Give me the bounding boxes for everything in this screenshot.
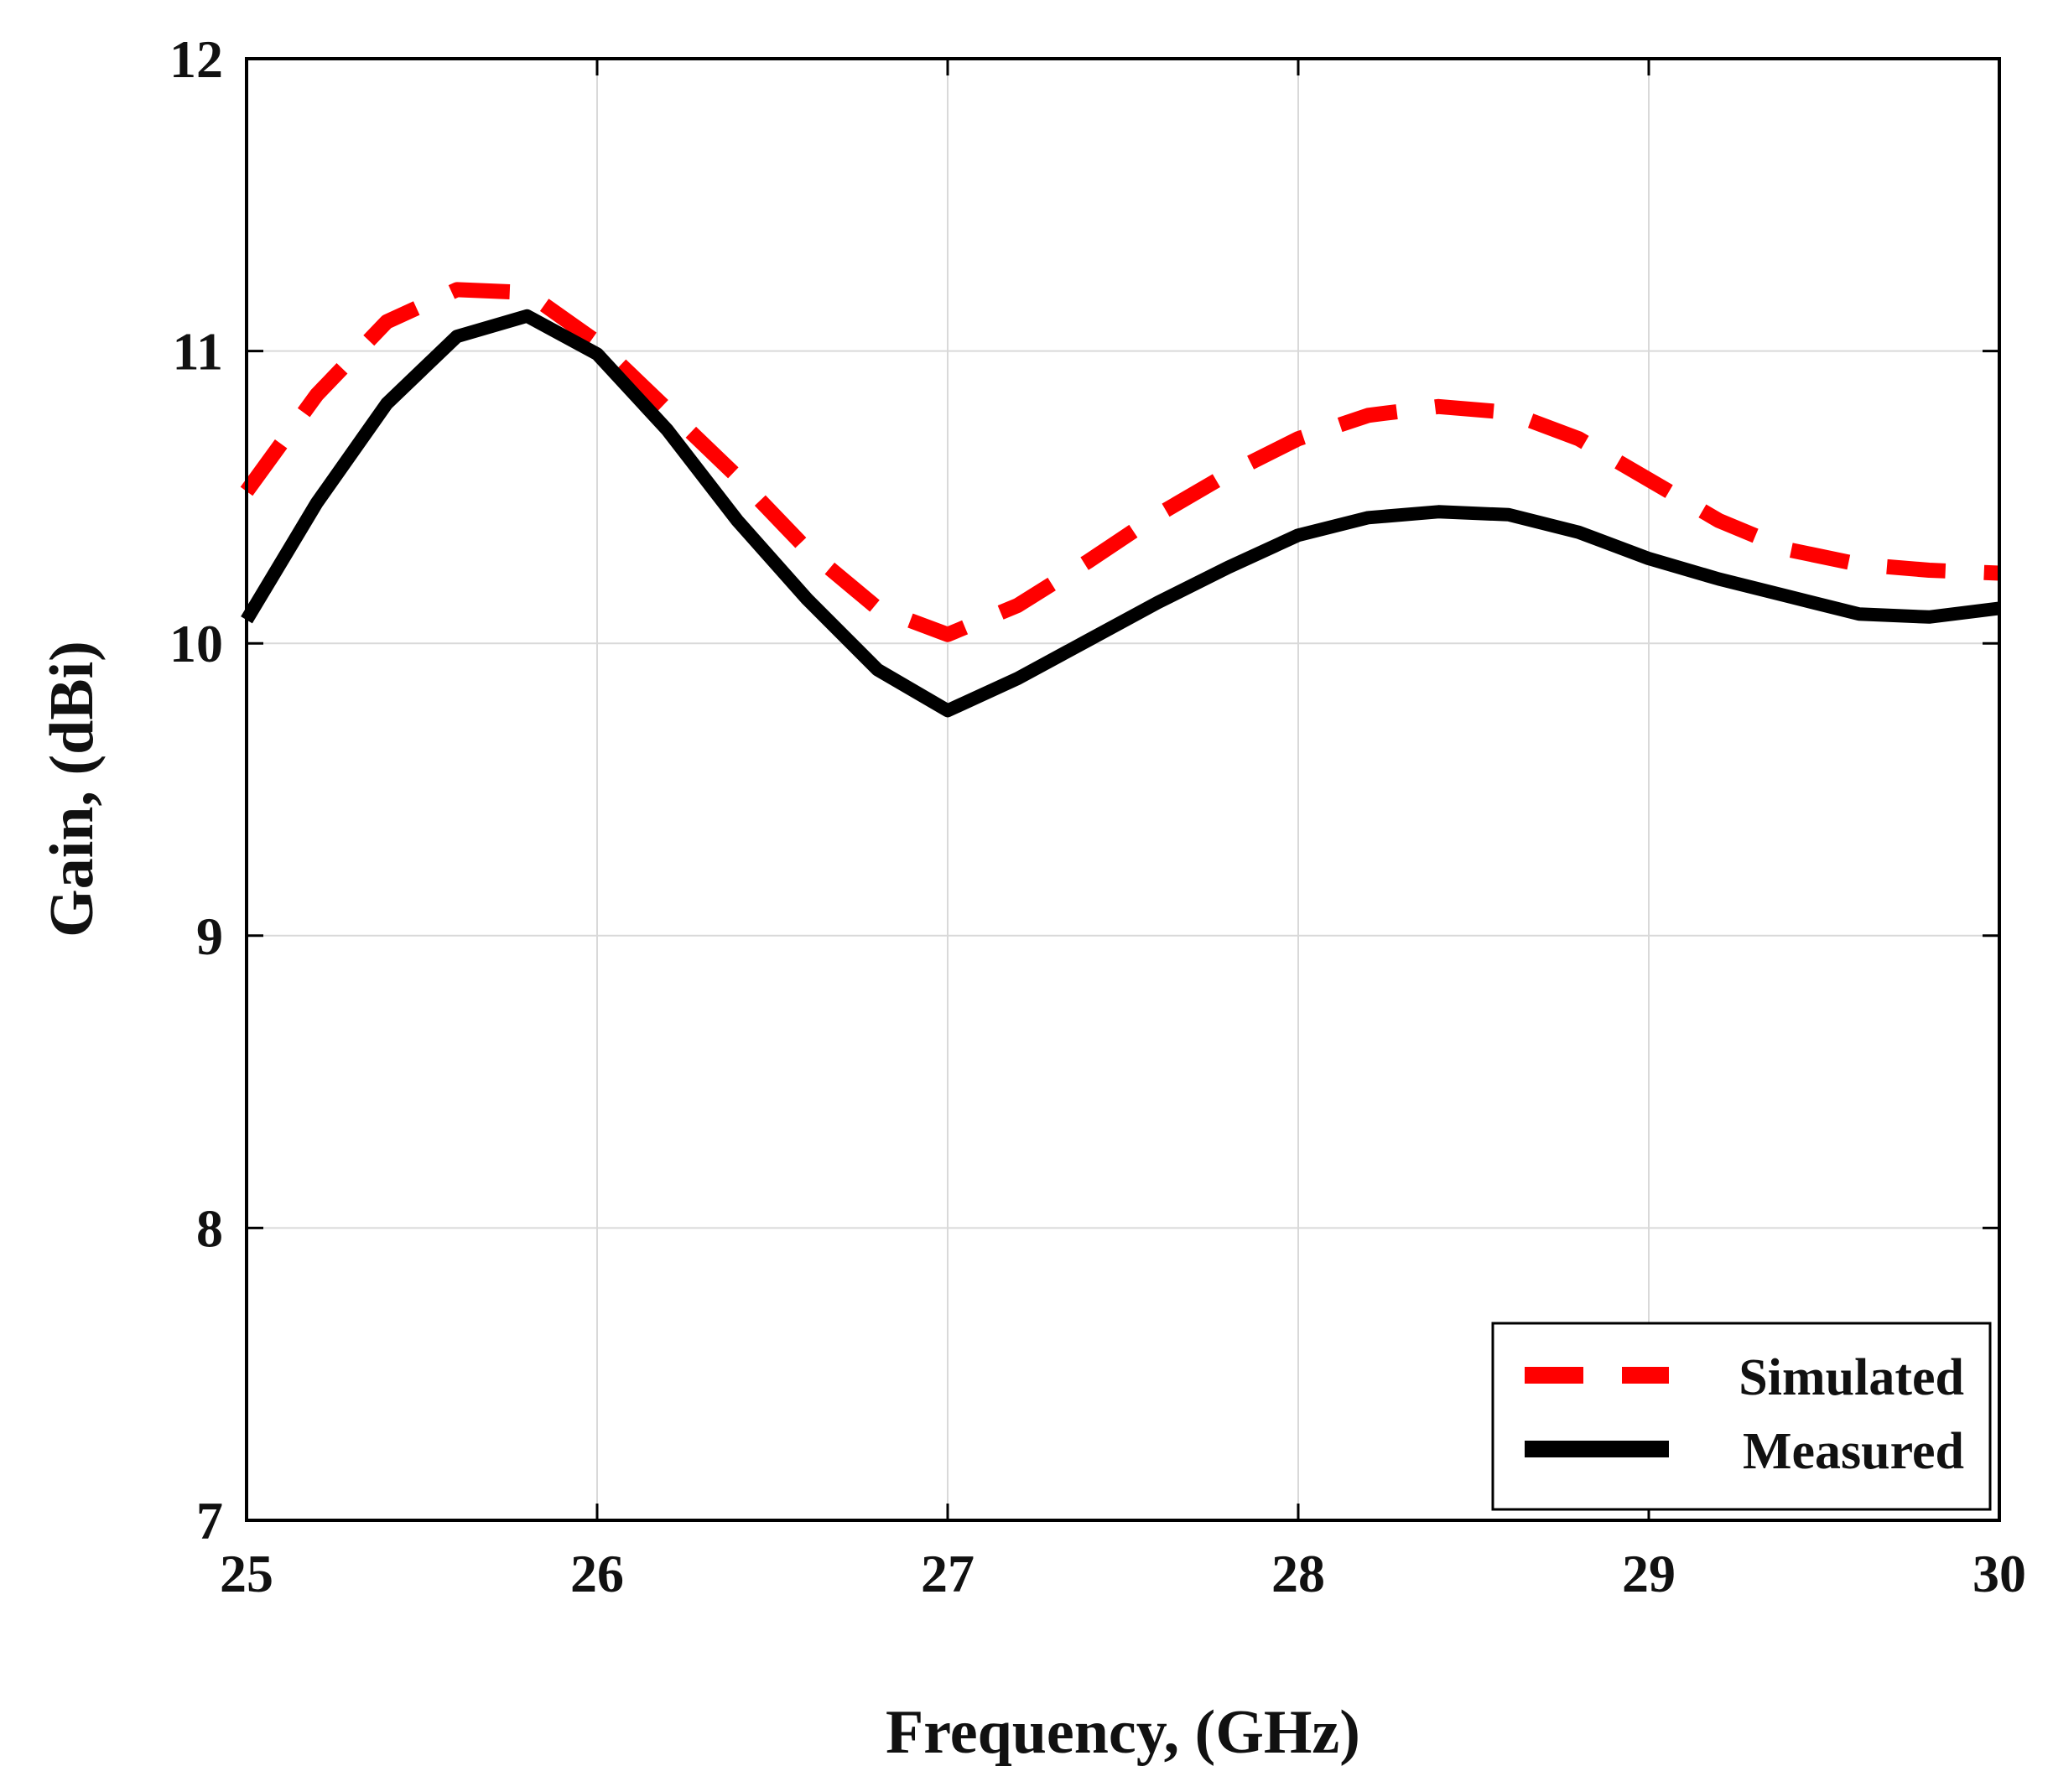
x-tick-label: 29 xyxy=(1622,1544,1676,1603)
plot-area xyxy=(247,59,1999,1520)
y-tick-label: 7 xyxy=(196,1491,223,1550)
x-axis-title: Frequency, (GHz) xyxy=(886,1698,1360,1767)
y-tick-label: 12 xyxy=(169,29,223,89)
y-tick-label: 10 xyxy=(169,614,223,673)
y-axis-title: Gain, (dBi) xyxy=(38,641,107,938)
legend: Simulated Measured xyxy=(1491,1322,1992,1511)
plot-frame xyxy=(245,57,2001,1522)
series-layer xyxy=(240,282,2000,718)
series-line-measured xyxy=(241,309,2000,718)
x-tick-label: 28 xyxy=(1271,1544,1325,1603)
y-tick-label: 11 xyxy=(173,322,223,382)
legend-label-simulated: Simulated xyxy=(1739,1349,1964,1406)
x-tick-label: 27 xyxy=(921,1544,975,1603)
x-tick-label: 30 xyxy=(1972,1544,2026,1603)
grid-lines xyxy=(247,59,1999,1520)
x-tick-label: 26 xyxy=(570,1544,624,1603)
legend-box xyxy=(1491,1322,1992,1511)
x-tick-label: 25 xyxy=(220,1544,273,1603)
y-tick-label: 8 xyxy=(196,1198,223,1258)
y-tick-label: 9 xyxy=(196,906,223,966)
legend-label-measured: Measured xyxy=(1743,1423,1964,1480)
tick-labels: 25 26 27 28 29 30 7 8 9 10 11 12 xyxy=(169,29,2026,1603)
series-line-simulated xyxy=(240,282,2000,642)
